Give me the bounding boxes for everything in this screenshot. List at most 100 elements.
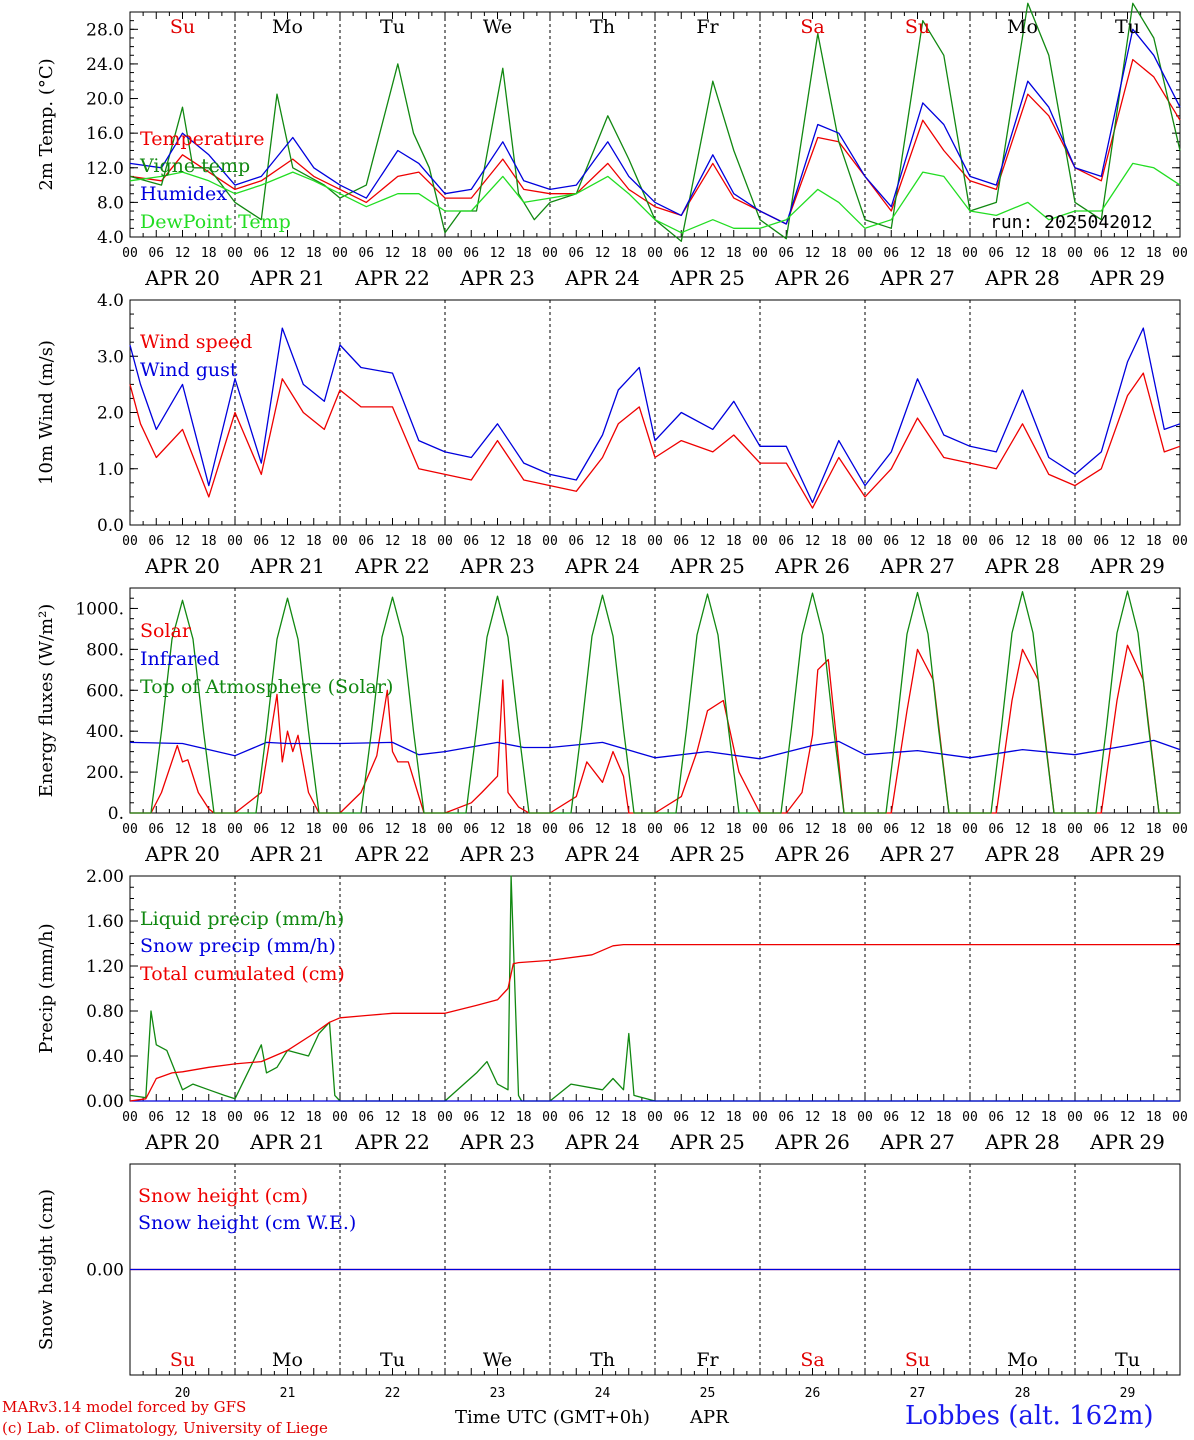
hour-label: 06 (778, 246, 794, 261)
legend-entry: Snow height (cm W.E.) (138, 1212, 356, 1234)
hour-label: 12 (805, 246, 821, 261)
hour-label: 18 (1041, 822, 1057, 837)
hour-label: 06 (568, 822, 584, 837)
date-label: APR 27 (879, 266, 955, 290)
hour-label: 12 (490, 1110, 506, 1125)
y-axis-label: 10m Wind (m/s) (36, 340, 57, 485)
weekday-label-bottom: Th (590, 1349, 615, 1371)
y-axis-label: Snow height (cm) (36, 1189, 57, 1350)
weekday-label-top: Su (170, 16, 195, 38)
hour-label: 06 (463, 822, 479, 837)
hour-label: 06 (358, 822, 374, 837)
hour-label: 00 (647, 1110, 663, 1125)
hour-label: 00 (122, 1110, 138, 1125)
y-tick-label: 0.00 (86, 1261, 124, 1281)
hour-label: 00 (857, 1110, 873, 1125)
hour-label: 00 (752, 822, 768, 837)
hour-label: 06 (883, 1110, 899, 1125)
date-label: APR 21 (249, 842, 325, 866)
hour-label: 12 (385, 1110, 401, 1125)
date-label: APR 25 (669, 1130, 745, 1154)
hour-label: 18 (726, 1110, 742, 1125)
hour-label: 06 (253, 1110, 269, 1125)
hour-label: 18 (726, 246, 742, 261)
hour-label: 06 (358, 534, 374, 549)
hour-label: 12 (1015, 534, 1031, 549)
panel-frame (129, 587, 1181, 814)
hour-label: 00 (1067, 246, 1083, 261)
weekday-label-top: Su (905, 16, 930, 38)
hour-label: 12 (1120, 822, 1136, 837)
y-tick-label: 4.0 (97, 291, 124, 311)
legend-entry: Top of Atmosphere (Solar) (140, 676, 393, 698)
y-tick-label: 0.40 (86, 1047, 124, 1067)
date-label: APR 20 (144, 266, 220, 290)
hour-label: 00 (542, 1110, 558, 1125)
series-line (129, 28, 1181, 225)
date-label: APR 26 (774, 1130, 850, 1154)
hour-label: 12 (280, 534, 296, 549)
hour-label: 00 (227, 246, 243, 261)
date-label: APR 22 (354, 266, 430, 290)
day-number: 24 (595, 1386, 611, 1401)
hour-label: 06 (1093, 246, 1109, 261)
y-axis-label: Precip (mm/h) (36, 923, 57, 1053)
hour-label: 12 (280, 1110, 296, 1125)
hour-label: 12 (490, 246, 506, 261)
day-number: 20 (175, 1386, 191, 1401)
hour-label: 12 (280, 246, 296, 261)
hour-label: 18 (516, 1110, 532, 1125)
hour-label: 18 (726, 822, 742, 837)
day-number: 27 (910, 1386, 926, 1401)
weekday-label-bottom: Su (170, 1349, 195, 1371)
hour-label: 12 (595, 1110, 611, 1125)
hour-label: 06 (778, 1110, 794, 1125)
day-number: 28 (1015, 1386, 1031, 1401)
hour-label: 18 (936, 822, 952, 837)
date-label: APR 26 (774, 266, 850, 290)
hour-label: 06 (673, 822, 689, 837)
hour-label: 18 (411, 822, 427, 837)
date-label: APR 24 (564, 554, 640, 578)
y-tick-label: 1.20 (86, 957, 124, 977)
hour-label: 00 (752, 534, 768, 549)
location-label: Lobbes (alt. 162m) (905, 1401, 1154, 1431)
hour-label: 00 (962, 1110, 978, 1125)
hour-label: 00 (962, 822, 978, 837)
hour-label: 00 (1067, 1110, 1083, 1125)
hour-label: 18 (306, 246, 322, 261)
weekday-label-top: Mo (1007, 16, 1038, 38)
legend-entry: Vigne temp (139, 155, 250, 177)
hour-label: 00 (647, 822, 663, 837)
hour-label: 06 (883, 534, 899, 549)
date-label: APR 28 (984, 554, 1060, 578)
series-line (129, 327, 1181, 504)
hour-label: 06 (883, 246, 899, 261)
y-tick-label: 0.00 (86, 1092, 124, 1112)
y-tick-label: 3.0 (97, 347, 124, 367)
hour-label: 18 (831, 246, 847, 261)
hour-label: 12 (385, 534, 401, 549)
hour-label: 06 (253, 534, 269, 549)
hour-label: 18 (201, 246, 217, 261)
hour-label: 00 (962, 534, 978, 549)
y-axis-label: Energy fluxes (W/m²) (36, 604, 57, 798)
weekday-label-bottom: Tu (380, 1349, 405, 1371)
hour-label: 00 (857, 534, 873, 549)
weekday-label-bottom: We (483, 1349, 512, 1371)
hour-label: 18 (516, 534, 532, 549)
panel-frame (129, 299, 1181, 526)
date-label: APR 28 (984, 266, 1060, 290)
hour-label: 12 (1015, 246, 1031, 261)
date-label: APR 25 (669, 266, 745, 290)
hour-label: 18 (1146, 822, 1162, 837)
day-number: 23 (490, 1386, 506, 1401)
legend-entry: Wind speed (140, 331, 252, 353)
hour-label: 00 (122, 822, 138, 837)
y-tick-label: 20.0 (86, 90, 124, 110)
y-tick-label: 0.80 (86, 1002, 124, 1022)
hour-label: 18 (201, 1110, 217, 1125)
hour-label: 18 (411, 1110, 427, 1125)
hour-label: 12 (1120, 534, 1136, 549)
